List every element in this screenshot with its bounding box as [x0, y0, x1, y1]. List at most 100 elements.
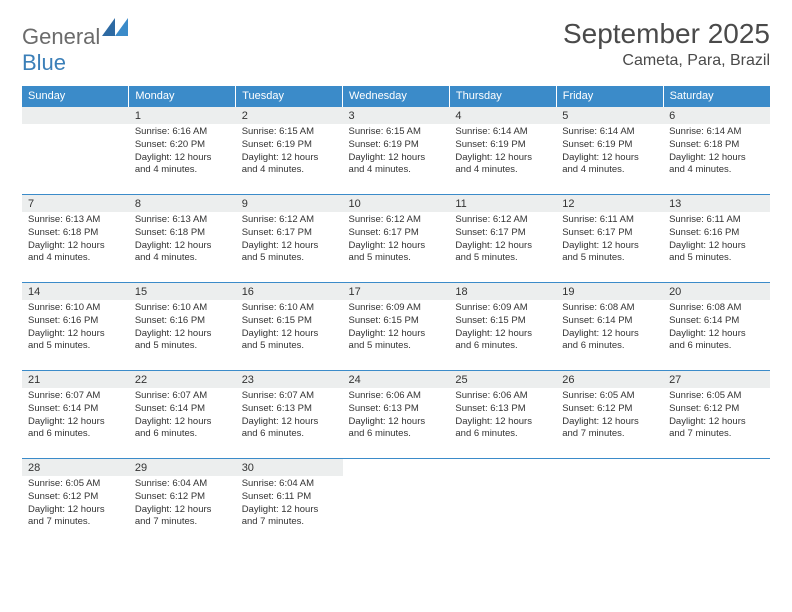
day-content: Sunrise: 6:13 AMSunset: 6:18 PMDaylight:…	[22, 212, 129, 269]
daylight-text: Daylight: 12 hours and 7 minutes.	[135, 504, 230, 530]
day-number: 20	[663, 283, 770, 300]
day-number: 18	[449, 283, 556, 300]
daylight-text: Daylight: 12 hours and 4 minutes.	[349, 152, 444, 178]
sunrise-text: Sunrise: 6:14 AM	[455, 126, 550, 139]
day-cell: 25Sunrise: 6:06 AMSunset: 6:13 PMDayligh…	[449, 371, 556, 459]
daylight-text: Daylight: 12 hours and 5 minutes.	[562, 240, 657, 266]
day-number: 21	[22, 371, 129, 388]
day-content: Sunrise: 6:11 AMSunset: 6:17 PMDaylight:…	[556, 212, 663, 269]
logo-text: General Blue	[22, 18, 128, 76]
day-cell: 28Sunrise: 6:05 AMSunset: 6:12 PMDayligh…	[22, 459, 129, 547]
sunrise-text: Sunrise: 6:10 AM	[135, 302, 230, 315]
sunset-text: Sunset: 6:19 PM	[349, 139, 444, 152]
day-cell: 30Sunrise: 6:04 AMSunset: 6:11 PMDayligh…	[236, 459, 343, 547]
day-cell	[556, 459, 663, 547]
day-content: Sunrise: 6:08 AMSunset: 6:14 PMDaylight:…	[556, 300, 663, 357]
day-number: 30	[236, 459, 343, 476]
sunset-text: Sunset: 6:13 PM	[349, 403, 444, 416]
weekday-header: Friday	[556, 86, 663, 107]
daylight-text: Daylight: 12 hours and 4 minutes.	[28, 240, 123, 266]
sunrise-text: Sunrise: 6:15 AM	[349, 126, 444, 139]
day-cell: 8Sunrise: 6:13 AMSunset: 6:18 PMDaylight…	[129, 195, 236, 283]
logo-general: General	[22, 24, 100, 49]
day-content: Sunrise: 6:09 AMSunset: 6:15 PMDaylight:…	[343, 300, 450, 357]
title-block: September 2025 Cameta, Para, Brazil	[563, 18, 770, 70]
day-number: 6	[663, 107, 770, 124]
day-cell: 26Sunrise: 6:05 AMSunset: 6:12 PMDayligh…	[556, 371, 663, 459]
day-number: 23	[236, 371, 343, 388]
sunrise-text: Sunrise: 6:04 AM	[242, 478, 337, 491]
sunrise-text: Sunrise: 6:05 AM	[28, 478, 123, 491]
day-content: Sunrise: 6:11 AMSunset: 6:16 PMDaylight:…	[663, 212, 770, 269]
day-content: Sunrise: 6:12 AMSunset: 6:17 PMDaylight:…	[343, 212, 450, 269]
day-content: Sunrise: 6:07 AMSunset: 6:14 PMDaylight:…	[129, 388, 236, 445]
day-number: 13	[663, 195, 770, 212]
sunrise-text: Sunrise: 6:11 AM	[562, 214, 657, 227]
daylight-text: Daylight: 12 hours and 4 minutes.	[135, 152, 230, 178]
day-cell	[449, 459, 556, 547]
day-cell: 22Sunrise: 6:07 AMSunset: 6:14 PMDayligh…	[129, 371, 236, 459]
sunset-text: Sunset: 6:16 PM	[135, 315, 230, 328]
day-cell: 16Sunrise: 6:10 AMSunset: 6:15 PMDayligh…	[236, 283, 343, 371]
daylight-text: Daylight: 12 hours and 5 minutes.	[28, 328, 123, 354]
day-cell: 12Sunrise: 6:11 AMSunset: 6:17 PMDayligh…	[556, 195, 663, 283]
calendar-table: Sunday Monday Tuesday Wednesday Thursday…	[22, 86, 770, 547]
day-number: 24	[343, 371, 450, 388]
day-cell: 11Sunrise: 6:12 AMSunset: 6:17 PMDayligh…	[449, 195, 556, 283]
day-number: 26	[556, 371, 663, 388]
sunset-text: Sunset: 6:17 PM	[455, 227, 550, 240]
day-content: Sunrise: 6:08 AMSunset: 6:14 PMDaylight:…	[663, 300, 770, 357]
daylight-text: Daylight: 12 hours and 4 minutes.	[562, 152, 657, 178]
week-row: 28Sunrise: 6:05 AMSunset: 6:12 PMDayligh…	[22, 459, 770, 547]
sunset-text: Sunset: 6:15 PM	[349, 315, 444, 328]
day-content	[556, 476, 663, 482]
sunset-text: Sunset: 6:11 PM	[242, 491, 337, 504]
month-title: September 2025	[563, 18, 770, 50]
week-row: 1Sunrise: 6:16 AMSunset: 6:20 PMDaylight…	[22, 107, 770, 195]
weekday-header: Monday	[129, 86, 236, 107]
sunrise-text: Sunrise: 6:10 AM	[242, 302, 337, 315]
day-content: Sunrise: 6:05 AMSunset: 6:12 PMDaylight:…	[663, 388, 770, 445]
day-cell	[22, 107, 129, 195]
day-cell: 29Sunrise: 6:04 AMSunset: 6:12 PMDayligh…	[129, 459, 236, 547]
day-number: 8	[129, 195, 236, 212]
day-cell: 9Sunrise: 6:12 AMSunset: 6:17 PMDaylight…	[236, 195, 343, 283]
day-number: 3	[343, 107, 450, 124]
sunset-text: Sunset: 6:15 PM	[455, 315, 550, 328]
day-content: Sunrise: 6:05 AMSunset: 6:12 PMDaylight:…	[22, 476, 129, 533]
daylight-text: Daylight: 12 hours and 6 minutes.	[669, 328, 764, 354]
day-number: 14	[22, 283, 129, 300]
sunset-text: Sunset: 6:19 PM	[242, 139, 337, 152]
day-cell: 18Sunrise: 6:09 AMSunset: 6:15 PMDayligh…	[449, 283, 556, 371]
day-number	[22, 107, 129, 124]
day-number: 7	[22, 195, 129, 212]
day-content	[663, 476, 770, 482]
sunrise-text: Sunrise: 6:07 AM	[28, 390, 123, 403]
daylight-text: Daylight: 12 hours and 4 minutes.	[242, 152, 337, 178]
header: General Blue September 2025 Cameta, Para…	[22, 18, 770, 76]
sunrise-text: Sunrise: 6:07 AM	[135, 390, 230, 403]
sunrise-text: Sunrise: 6:04 AM	[135, 478, 230, 491]
sunset-text: Sunset: 6:12 PM	[135, 491, 230, 504]
day-number: 15	[129, 283, 236, 300]
day-content: Sunrise: 6:05 AMSunset: 6:12 PMDaylight:…	[556, 388, 663, 445]
sunrise-text: Sunrise: 6:12 AM	[242, 214, 337, 227]
day-content	[449, 476, 556, 482]
sunrise-text: Sunrise: 6:08 AM	[669, 302, 764, 315]
day-cell: 7Sunrise: 6:13 AMSunset: 6:18 PMDaylight…	[22, 195, 129, 283]
weekday-header: Tuesday	[236, 86, 343, 107]
sunrise-text: Sunrise: 6:10 AM	[28, 302, 123, 315]
day-content: Sunrise: 6:14 AMSunset: 6:19 PMDaylight:…	[556, 124, 663, 181]
day-cell: 2Sunrise: 6:15 AMSunset: 6:19 PMDaylight…	[236, 107, 343, 195]
daylight-text: Daylight: 12 hours and 6 minutes.	[28, 416, 123, 442]
day-number: 22	[129, 371, 236, 388]
sunrise-text: Sunrise: 6:07 AM	[242, 390, 337, 403]
day-content: Sunrise: 6:14 AMSunset: 6:18 PMDaylight:…	[663, 124, 770, 181]
sunrise-text: Sunrise: 6:15 AM	[242, 126, 337, 139]
sunrise-text: Sunrise: 6:12 AM	[455, 214, 550, 227]
daylight-text: Daylight: 12 hours and 4 minutes.	[669, 152, 764, 178]
day-content: Sunrise: 6:04 AMSunset: 6:12 PMDaylight:…	[129, 476, 236, 533]
sunrise-text: Sunrise: 6:13 AM	[135, 214, 230, 227]
day-cell: 27Sunrise: 6:05 AMSunset: 6:12 PMDayligh…	[663, 371, 770, 459]
sunset-text: Sunset: 6:16 PM	[28, 315, 123, 328]
